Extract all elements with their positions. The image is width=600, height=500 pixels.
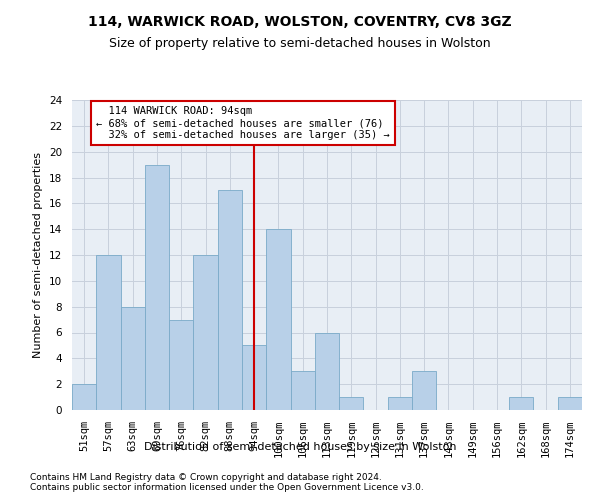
- Text: 114 WARWICK ROAD: 94sqm
← 68% of semi-detached houses are smaller (76)
  32% of : 114 WARWICK ROAD: 94sqm ← 68% of semi-de…: [96, 106, 390, 140]
- Text: 114, WARWICK ROAD, WOLSTON, COVENTRY, CV8 3GZ: 114, WARWICK ROAD, WOLSTON, COVENTRY, CV…: [88, 15, 512, 29]
- Bar: [72, 384, 96, 410]
- Bar: [193, 255, 218, 410]
- Bar: [290, 371, 315, 410]
- Bar: [315, 332, 339, 410]
- Bar: [558, 397, 582, 410]
- Bar: [169, 320, 193, 410]
- Bar: [412, 371, 436, 410]
- Y-axis label: Number of semi-detached properties: Number of semi-detached properties: [34, 152, 43, 358]
- Bar: [388, 397, 412, 410]
- Bar: [96, 255, 121, 410]
- Bar: [242, 346, 266, 410]
- Text: Contains public sector information licensed under the Open Government Licence v3: Contains public sector information licen…: [30, 484, 424, 492]
- Bar: [121, 306, 145, 410]
- Text: Distribution of semi-detached houses by size in Wolston: Distribution of semi-detached houses by …: [144, 442, 456, 452]
- Bar: [218, 190, 242, 410]
- Bar: [145, 164, 169, 410]
- Text: Size of property relative to semi-detached houses in Wolston: Size of property relative to semi-detach…: [109, 38, 491, 51]
- Bar: [509, 397, 533, 410]
- Bar: [266, 229, 290, 410]
- Text: Contains HM Land Registry data © Crown copyright and database right 2024.: Contains HM Land Registry data © Crown c…: [30, 474, 382, 482]
- Bar: [339, 397, 364, 410]
